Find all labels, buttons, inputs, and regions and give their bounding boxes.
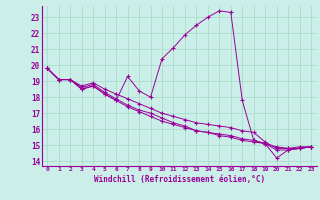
X-axis label: Windchill (Refroidissement éolien,°C): Windchill (Refroidissement éolien,°C)	[94, 175, 265, 184]
